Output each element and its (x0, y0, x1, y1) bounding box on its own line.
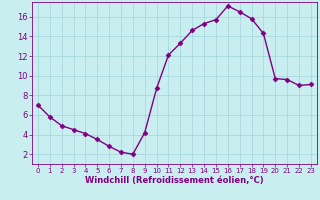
X-axis label: Windchill (Refroidissement éolien,°C): Windchill (Refroidissement éolien,°C) (85, 176, 264, 185)
